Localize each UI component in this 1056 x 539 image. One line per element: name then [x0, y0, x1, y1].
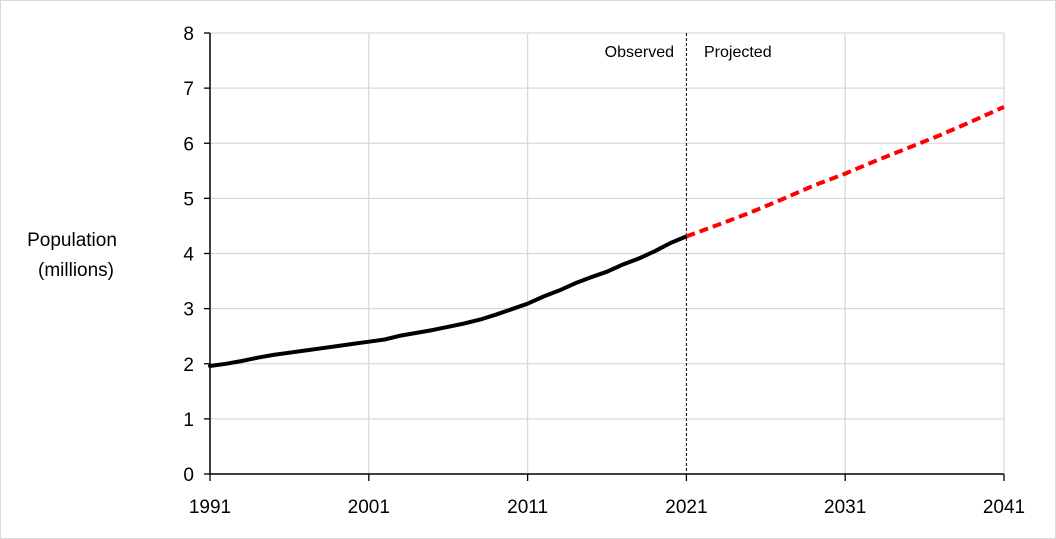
axis-layer: 0 1 2 3 4 5 6 7 8 1991 2001 2011 2021 2031 2041 — [183, 24, 1025, 518]
observed-series-line — [208, 234, 689, 368]
y-tick-label: 3 — [183, 300, 194, 321]
series-layer — [208, 105, 1005, 368]
x-tick-label: 1991 — [189, 497, 231, 518]
y-tick-label: 1 — [183, 410, 194, 431]
x-tick-label: 2031 — [824, 497, 866, 518]
x-tick-label: 2021 — [665, 497, 707, 518]
x-tick-label: 2001 — [348, 497, 390, 518]
grid-layer — [210, 32, 1005, 474]
y-tick-label: 4 — [183, 245, 194, 266]
projected-annotation: Projected — [704, 44, 772, 61]
y-tick-label: 7 — [183, 79, 194, 100]
x-tick-label: 2011 — [507, 497, 548, 518]
y-axis-label-line-1: Population — [27, 230, 117, 251]
observed-annotation: Observed — [605, 44, 674, 61]
y-tick-label: 5 — [183, 189, 194, 210]
x-tick-label: 2041 — [983, 497, 1025, 518]
y-tick-label: 8 — [183, 24, 194, 45]
label-layer: Population (millions) Observed Projected — [27, 44, 771, 281]
y-tick-label: 6 — [183, 134, 194, 155]
projected-series-line — [685, 105, 1005, 239]
y-tick-label: 2 — [183, 355, 194, 376]
y-axis-label-line-2: (millions) — [38, 260, 114, 281]
y-tick-label: 0 — [183, 465, 194, 486]
